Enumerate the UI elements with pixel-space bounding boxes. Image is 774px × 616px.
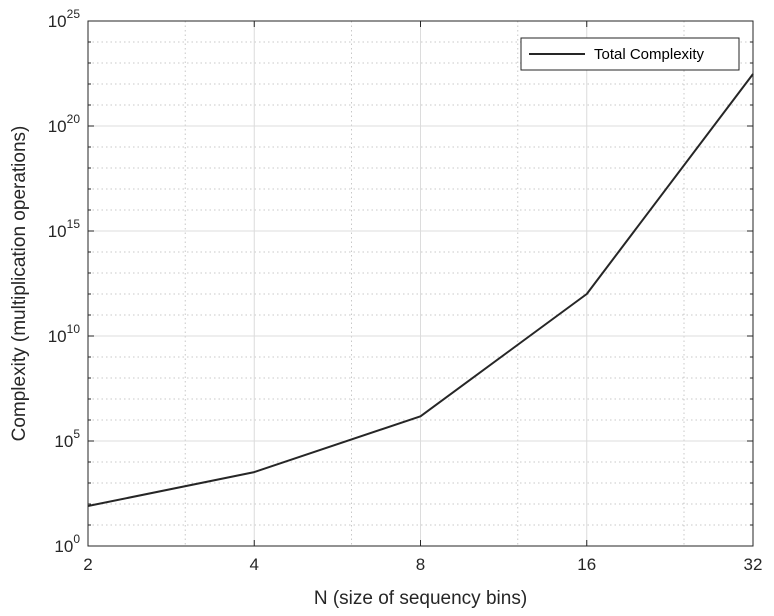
y-tick-label-1e15: 1015 — [48, 217, 81, 241]
plot-area-frame — [87, 20, 754, 547]
legend: Total Complexity — [520, 37, 740, 71]
y-tick-base: 10 — [48, 222, 67, 241]
y-tick-exponent: 20 — [67, 112, 81, 126]
x-tick-label-32: 32 — [744, 555, 763, 574]
y-tick-exponent: 25 — [67, 7, 81, 21]
y-tick-base: 10 — [48, 12, 67, 31]
y-axis-title: Complexity (multiplication operations) — [9, 126, 30, 442]
y-tick-base: 10 — [54, 537, 73, 556]
legend-label-total-complexity: Total Complexity — [594, 46, 705, 63]
y-tick-exponent: 5 — [73, 427, 80, 441]
y-tick-exponent: 15 — [67, 217, 81, 231]
y-tick-label-1e0: 100 — [54, 532, 80, 556]
y-tick-label-1e5: 105 — [54, 427, 80, 451]
y-tick-base: 10 — [48, 117, 67, 136]
x-axis-title: N (size of sequency bins) — [314, 588, 527, 609]
x-tick-label-8: 8 — [416, 555, 425, 574]
x-tick-label-4: 4 — [250, 555, 259, 574]
series-line-total-complexity — [87, 73, 754, 508]
y-tick-base: 10 — [48, 327, 67, 346]
y-tick-label-1e10: 1010 — [48, 322, 81, 346]
y-tick-exponent: 0 — [73, 532, 80, 546]
x-tick-label-2: 2 — [83, 555, 92, 574]
y-tick-label-1e25: 1025 — [48, 7, 81, 31]
y-tick-base: 10 — [54, 432, 73, 451]
y-tick-exponent: 10 — [67, 322, 81, 336]
x-tick-labels: 2 4 8 16 32 — [83, 555, 762, 574]
x-tick-label-16: 16 — [577, 555, 596, 574]
series-layer — [87, 73, 754, 508]
major-grid — [88, 21, 753, 546]
y-tick-label-1e20: 1020 — [48, 112, 81, 136]
